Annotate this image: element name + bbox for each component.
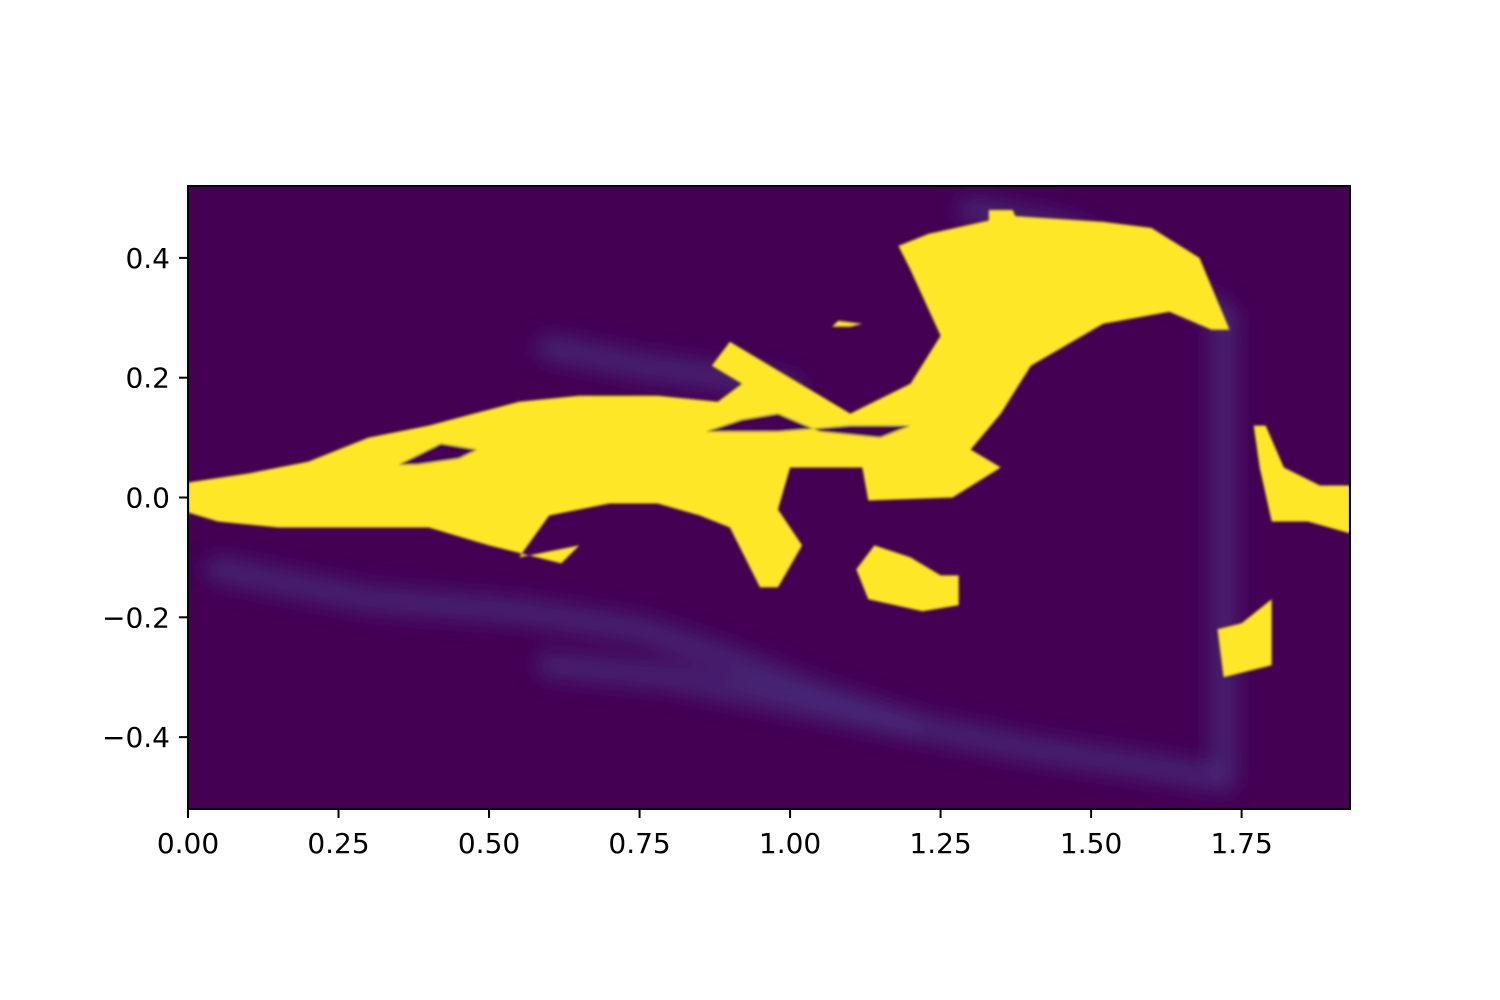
high-value-region-2 — [856, 545, 959, 612]
y-axis: 0.4 0.2 0.0 −0.2 −0.4 — [102, 242, 188, 754]
y-tick-label: 0.0 — [125, 482, 170, 515]
y-tick-label: −0.2 — [102, 601, 170, 634]
low-value-hole-0 — [398, 443, 477, 465]
y-tick-label: 0.4 — [125, 242, 170, 275]
plot-area — [188, 186, 1350, 809]
x-axis: 0.00 0.25 0.50 0.75 1.00 1.25 1.50 1.75 — [157, 809, 1273, 860]
x-tick-label: 0.50 — [458, 827, 520, 860]
faint-structure-1 — [536, 652, 1237, 792]
y-tick-label: 0.2 — [125, 362, 170, 395]
x-tick-label: 1.00 — [759, 827, 821, 860]
x-tick-label: 1.50 — [1060, 827, 1122, 860]
high-value-region-1 — [1253, 425, 1350, 534]
low-value-hole-1 — [705, 413, 911, 438]
high-value-layer — [188, 210, 1350, 678]
x-tick-label: 0.75 — [608, 827, 670, 860]
x-tick-label: 1.75 — [1210, 827, 1272, 860]
x-tick-label: 0.25 — [307, 827, 369, 860]
high-value-region-0 — [188, 216, 1230, 588]
y-tick-label: −0.4 — [102, 721, 170, 754]
high-value-region-4 — [988, 210, 1019, 234]
x-tick-label: 0.00 — [157, 827, 219, 860]
high-value-region-5 — [832, 320, 863, 327]
x-tick-label: 1.25 — [909, 827, 971, 860]
high-value-region-3 — [1217, 599, 1272, 678]
